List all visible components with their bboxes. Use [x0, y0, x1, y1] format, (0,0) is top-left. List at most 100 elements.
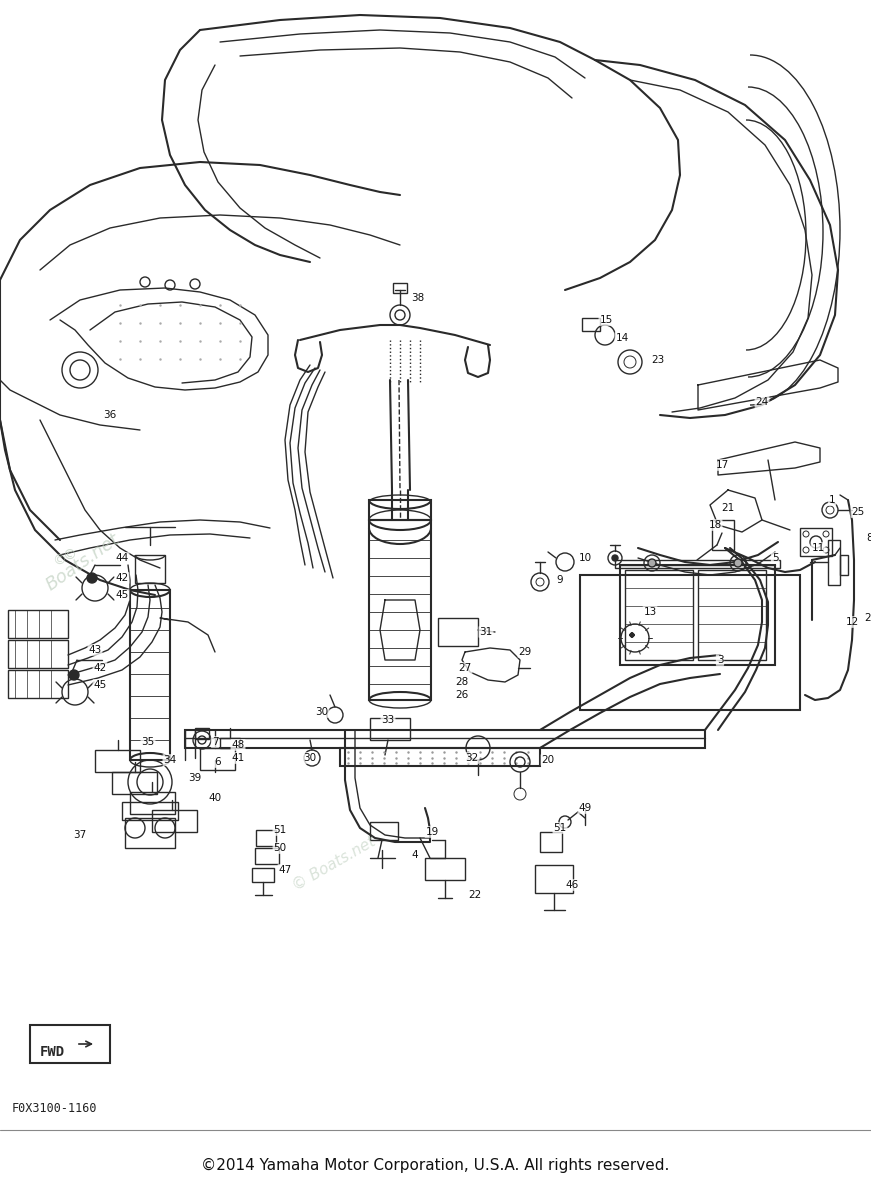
Text: © Boats.net: © Boats.net — [290, 833, 378, 893]
Bar — [580, 575, 800, 710]
Circle shape — [630, 634, 634, 637]
Text: ©: © — [62, 550, 76, 563]
Text: 29: 29 — [518, 647, 531, 658]
Bar — [130, 590, 170, 760]
Text: 39: 39 — [188, 773, 201, 782]
Text: 15: 15 — [599, 314, 612, 325]
Bar — [625, 570, 693, 660]
Bar — [712, 520, 734, 550]
Bar — [122, 802, 178, 820]
Text: F0X3100-1160: F0X3100-1160 — [12, 1102, 98, 1115]
Bar — [220, 738, 240, 748]
Text: 40: 40 — [208, 793, 221, 803]
Text: 44: 44 — [115, 553, 129, 563]
Circle shape — [630, 634, 634, 637]
Text: 25: 25 — [851, 506, 865, 517]
Circle shape — [630, 634, 634, 637]
Text: 41: 41 — [232, 754, 245, 763]
Text: 49: 49 — [578, 803, 591, 814]
Text: 7: 7 — [212, 737, 219, 746]
Circle shape — [630, 634, 634, 637]
Circle shape — [87, 572, 97, 583]
Circle shape — [630, 634, 634, 637]
Text: 43: 43 — [88, 646, 102, 655]
Bar — [840, 554, 848, 575]
Text: 2: 2 — [865, 613, 871, 623]
Text: 22: 22 — [469, 890, 482, 900]
Bar — [615, 560, 780, 568]
Text: 31: 31 — [479, 626, 493, 637]
Text: 20: 20 — [542, 755, 555, 766]
Text: 26: 26 — [456, 690, 469, 700]
Text: 51: 51 — [553, 823, 567, 833]
Bar — [252, 868, 274, 882]
Bar — [112, 772, 157, 794]
Text: 36: 36 — [104, 410, 117, 420]
Circle shape — [630, 634, 634, 637]
Bar — [698, 570, 766, 660]
Bar — [125, 818, 175, 848]
Bar — [425, 858, 465, 880]
Bar — [582, 318, 600, 331]
Text: 9: 9 — [557, 575, 564, 584]
Text: 30: 30 — [303, 754, 316, 763]
Circle shape — [734, 559, 742, 566]
Text: 50: 50 — [273, 842, 287, 853]
Text: 17: 17 — [715, 460, 729, 470]
Text: FWD: FWD — [40, 1045, 65, 1058]
Bar — [340, 748, 540, 766]
Bar — [369, 520, 431, 700]
Text: 12: 12 — [846, 617, 859, 626]
Bar — [828, 540, 840, 584]
Circle shape — [630, 634, 634, 637]
Circle shape — [648, 559, 656, 566]
Bar — [185, 730, 705, 748]
Text: 38: 38 — [411, 293, 425, 302]
Text: 6: 6 — [214, 757, 221, 767]
Bar — [130, 792, 175, 814]
Text: 33: 33 — [381, 715, 395, 725]
Text: 23: 23 — [652, 355, 665, 365]
Bar — [800, 528, 832, 556]
Text: 47: 47 — [279, 865, 292, 875]
Bar — [200, 748, 235, 770]
Text: 28: 28 — [456, 677, 469, 686]
Bar — [393, 283, 407, 293]
Bar — [620, 565, 775, 665]
Bar — [369, 500, 431, 520]
Text: 3: 3 — [717, 655, 723, 665]
Text: 11: 11 — [812, 542, 825, 553]
Text: 45: 45 — [115, 590, 129, 600]
Text: 35: 35 — [141, 737, 155, 746]
Text: 46: 46 — [565, 880, 578, 890]
Text: 4: 4 — [412, 850, 418, 860]
Text: 19: 19 — [425, 827, 439, 838]
Text: 18: 18 — [708, 520, 722, 530]
Text: 45: 45 — [93, 680, 106, 690]
Text: 13: 13 — [644, 607, 657, 617]
Bar — [8, 640, 68, 668]
Circle shape — [630, 634, 634, 637]
Text: 14: 14 — [616, 332, 629, 343]
Bar — [255, 848, 279, 864]
Circle shape — [69, 670, 79, 680]
Circle shape — [612, 554, 618, 560]
Text: 42: 42 — [115, 572, 129, 583]
Bar — [152, 810, 197, 832]
Text: ©: © — [52, 554, 66, 568]
Text: Boats.net: Boats.net — [42, 530, 123, 594]
Bar — [95, 750, 140, 772]
Text: 24: 24 — [755, 397, 768, 407]
Text: 8: 8 — [867, 533, 871, 542]
Bar — [30, 1025, 110, 1063]
Text: 34: 34 — [164, 755, 177, 766]
Bar — [256, 830, 276, 846]
Text: 10: 10 — [578, 553, 591, 563]
Bar — [8, 670, 68, 698]
Circle shape — [630, 634, 634, 637]
Bar — [370, 822, 398, 840]
Text: 42: 42 — [93, 662, 106, 673]
Bar — [540, 832, 562, 852]
Text: 32: 32 — [465, 754, 479, 763]
Text: 5: 5 — [772, 553, 779, 563]
